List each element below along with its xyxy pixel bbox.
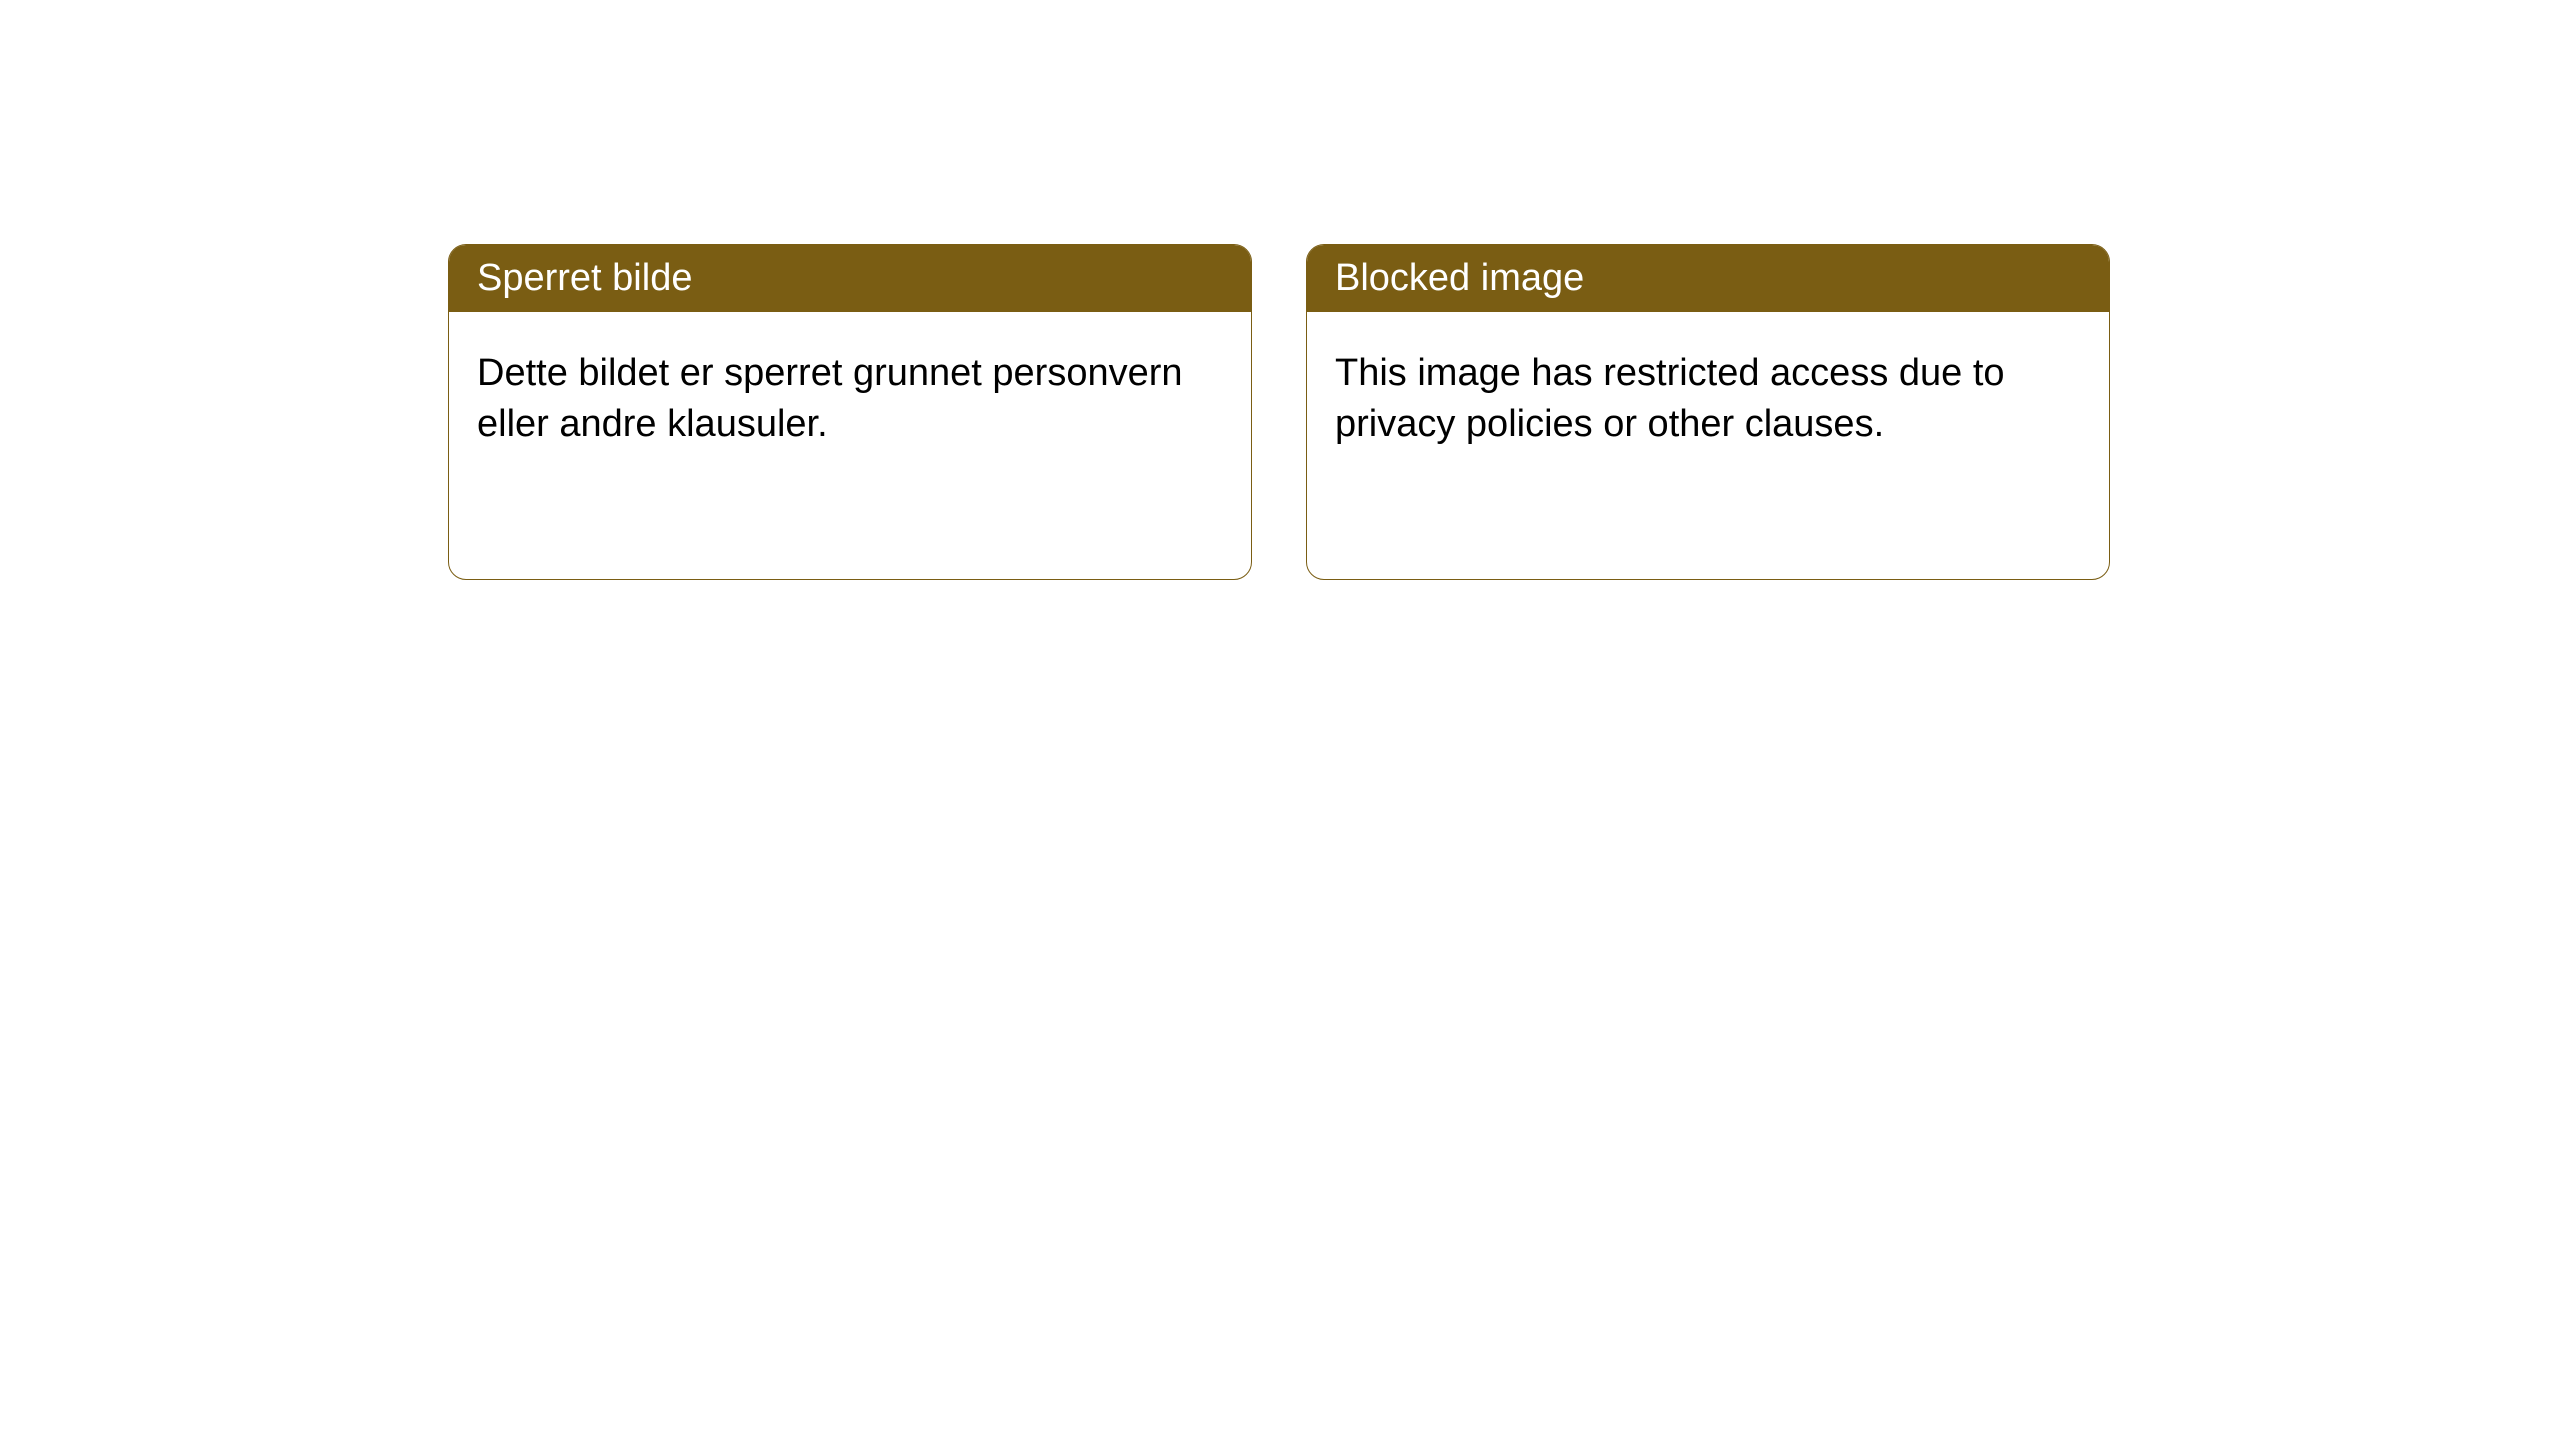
notice-container: Sperret bilde Dette bildet er sperret gr… <box>0 0 2560 580</box>
notice-card-norwegian: Sperret bilde Dette bildet er sperret gr… <box>448 244 1252 580</box>
card-header: Blocked image <box>1307 245 2109 312</box>
card-header: Sperret bilde <box>449 245 1251 312</box>
card-body: This image has restricted access due to … <box>1307 312 2109 487</box>
card-body: Dette bildet er sperret grunnet personve… <box>449 312 1251 487</box>
notice-card-english: Blocked image This image has restricted … <box>1306 244 2110 580</box>
